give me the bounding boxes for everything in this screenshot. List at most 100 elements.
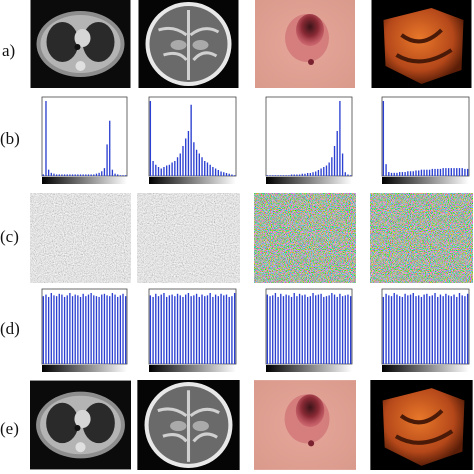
histogram-bar — [274, 293, 277, 364]
histogram-bar — [66, 174, 68, 176]
histogram-bar — [204, 296, 206, 364]
histogram-bar — [450, 168, 453, 176]
histogram-bar — [458, 293, 461, 364]
histogram-bar — [87, 174, 90, 176]
histogram-bar — [301, 295, 303, 364]
histogram-bar — [288, 175, 290, 176]
histogram-bar — [50, 172, 52, 176]
histogram-bar — [122, 293, 124, 364]
histogram-bar — [398, 296, 401, 364]
ct-image — [30, 380, 131, 470]
histogram-bar — [79, 296, 82, 364]
histogram-bar — [190, 296, 192, 364]
histogram-bar — [122, 175, 124, 176]
histogram-bar — [157, 296, 160, 364]
histogram-bar — [269, 175, 271, 176]
histogram-bar — [45, 294, 47, 364]
row-c-images — [30, 193, 473, 283]
histogram-bar — [312, 172, 314, 176]
histogram-bar — [315, 171, 317, 176]
brain-image — [137, 380, 240, 470]
histogram-bar — [272, 175, 274, 176]
histogram-bar — [423, 169, 425, 176]
histogram-bar — [171, 162, 173, 176]
histogram-bar — [426, 293, 428, 364]
histogram-bar — [204, 161, 206, 176]
histogram-bar — [349, 296, 352, 364]
histogram-bar — [119, 295, 122, 364]
histogram-bar — [53, 295, 55, 364]
histogram-bar — [231, 174, 233, 176]
histogram-bar — [223, 295, 225, 364]
histogram-bar — [344, 295, 346, 364]
histogram-bar — [206, 295, 209, 364]
histogram-bar — [282, 296, 285, 364]
histogram-bar — [418, 170, 420, 176]
histogram-bar — [336, 296, 338, 364]
histogram-bar — [390, 296, 393, 364]
histogram-bar — [176, 157, 179, 176]
histogram-bar — [431, 295, 433, 364]
colorbar — [266, 177, 352, 184]
histogram-bar — [74, 174, 76, 176]
histogram-frame — [265, 96, 353, 177]
histogram-bar — [109, 296, 111, 364]
histogram-bar — [407, 171, 409, 176]
histogram-bar — [217, 170, 220, 176]
histogram-bar — [111, 293, 114, 364]
histogram-bar — [296, 296, 298, 364]
histogram-bar — [325, 296, 328, 364]
histogram-bar — [293, 293, 295, 364]
histogram-bar — [198, 153, 200, 176]
histogram-bar — [447, 295, 450, 364]
histogram-bar — [290, 174, 293, 176]
histogram-bar — [114, 294, 116, 364]
histogram-bar — [277, 175, 279, 176]
histogram-bar — [456, 296, 458, 364]
histogram-bar — [106, 295, 108, 364]
histogram-bar — [349, 175, 352, 176]
histogram-bar — [464, 296, 466, 364]
histogram-bar — [95, 296, 98, 364]
histogram-bar — [382, 101, 385, 176]
histogram-bar — [420, 169, 423, 176]
histogram-bar — [195, 149, 198, 176]
histogram-bar — [74, 294, 76, 364]
histogram-bar — [109, 120, 111, 176]
cipher-image — [254, 193, 356, 283]
histogram-bar — [328, 162, 330, 176]
histogram-bar — [466, 293, 469, 364]
histogram-bar — [220, 293, 222, 364]
histogram-bar — [439, 168, 442, 176]
histogram-bar — [201, 294, 203, 364]
histogram-bar — [390, 172, 393, 176]
histogram-bar — [217, 296, 220, 364]
histogram-bar — [174, 296, 176, 364]
histogram-bar — [176, 293, 179, 364]
histogram-bar — [119, 175, 122, 176]
histogram-bar — [209, 293, 211, 364]
histogram-bar — [225, 294, 228, 364]
histogram-bar — [69, 293, 71, 364]
histogram-bar — [152, 296, 154, 364]
histogram-bar — [225, 173, 228, 176]
histogram-bar — [61, 294, 63, 364]
histogram-bar — [323, 167, 325, 176]
histogram-bar — [117, 174, 119, 176]
histogram-bar — [445, 293, 447, 364]
histogram-bar — [117, 296, 119, 364]
histogram-bar — [111, 169, 114, 176]
histogram-bar — [298, 174, 301, 176]
histogram-bar — [47, 169, 50, 176]
histogram-bar — [309, 173, 312, 176]
histogram-bar — [415, 296, 417, 364]
histogram-bar — [304, 173, 306, 176]
histogram-bar — [331, 157, 333, 176]
histogram-bar — [61, 174, 63, 176]
histogram-bar — [212, 296, 214, 364]
histogram-bar — [442, 296, 444, 364]
histogram-bar — [466, 168, 469, 176]
histogram-bar — [155, 164, 157, 176]
histogram-bar — [198, 296, 200, 364]
histogram-bar — [93, 295, 95, 364]
